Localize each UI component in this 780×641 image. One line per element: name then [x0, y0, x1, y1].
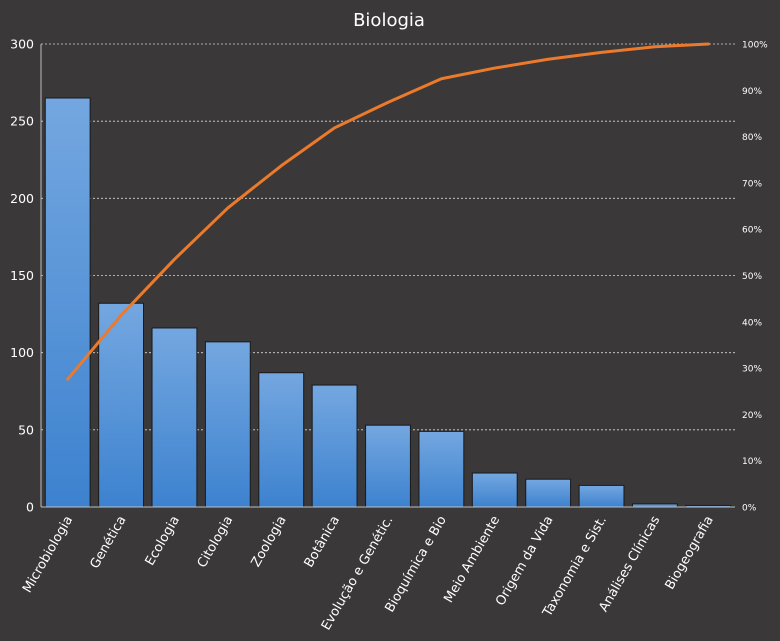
bar	[365, 424, 411, 508]
bar	[151, 327, 198, 508]
y2-tick-label: 80%	[742, 133, 762, 143]
chart-title: Biologia	[353, 10, 425, 31]
bar	[98, 302, 144, 508]
y2-tick-label: 100%	[742, 41, 768, 51]
y2-tick-label: 10%	[742, 457, 762, 467]
y2-tick-label: 40%	[742, 318, 762, 328]
y2-tick-label: 60%	[742, 226, 762, 236]
cumulative-percent-line	[66, 42, 710, 381]
y-axis-labels: 0 50 100 150 200 250 300	[10, 37, 34, 515]
y-tick-label: 300	[10, 37, 34, 52]
cumulative-line	[66, 42, 710, 381]
y2-tick-label: 70%	[742, 179, 762, 189]
y-tick-label: 150	[10, 268, 34, 283]
y-tick-label: 250	[10, 114, 34, 129]
y-tick-label: 0	[26, 500, 34, 515]
bars	[44, 97, 732, 508]
y2-tick-label: 20%	[742, 411, 762, 421]
bar	[525, 478, 572, 508]
y2-tick-label: 50%	[742, 272, 762, 282]
axes	[40, 44, 735, 508]
secondary-y-axis-labels: 0% 10% 20% 30% 40% 50% 60% 70% 80% 90% 100%	[742, 41, 768, 514]
y-tick-label: 200	[10, 191, 34, 206]
bar	[44, 97, 91, 508]
y2-tick-label: 30%	[742, 365, 762, 375]
bar	[578, 484, 625, 508]
y-tick-label: 100	[10, 345, 34, 360]
y2-tick-label: 90%	[742, 87, 762, 97]
bar	[258, 372, 305, 508]
bar	[418, 430, 465, 508]
y2-tick-label: 0%	[742, 504, 757, 514]
bar	[471, 472, 518, 508]
bar	[204, 341, 251, 508]
bar	[311, 384, 358, 508]
y-tick-label: 50	[18, 422, 34, 437]
